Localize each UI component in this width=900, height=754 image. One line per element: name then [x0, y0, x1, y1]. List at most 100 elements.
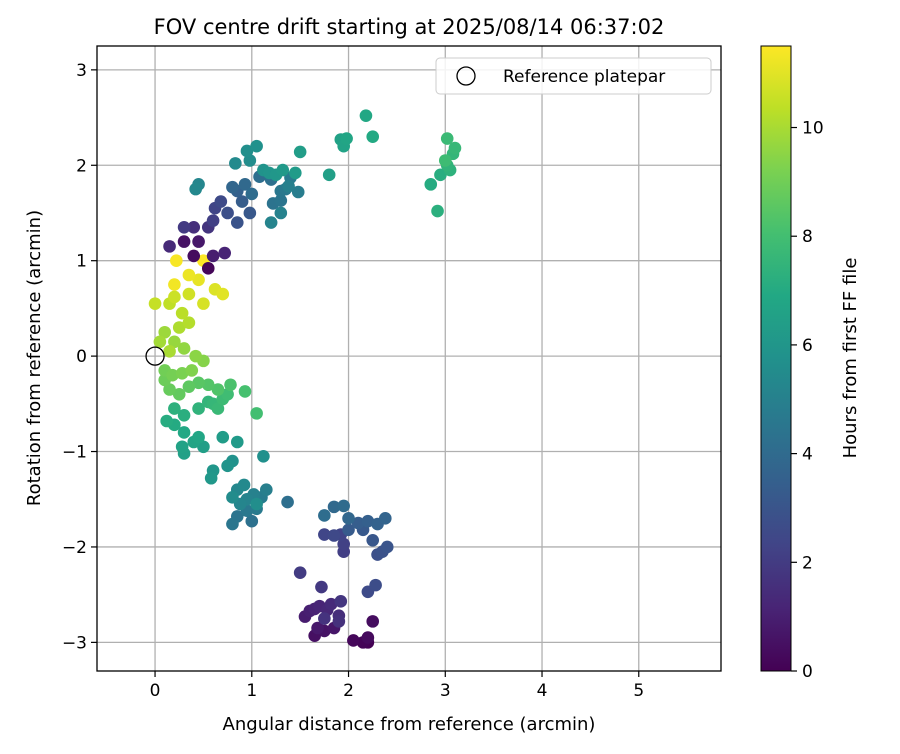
- scatter-point: [182, 268, 196, 282]
- scatter-point: [175, 366, 189, 380]
- scatter-point: [182, 380, 196, 393]
- scatter-point: [230, 435, 244, 449]
- y-tick-label: 2: [76, 156, 87, 176]
- scatter-point: [175, 306, 189, 320]
- scatter-point: [163, 383, 176, 396]
- y-tick-label: 1: [76, 252, 87, 272]
- colorbar-ticks: 0 2 4 6 8 10: [791, 119, 824, 682]
- y-tick-label: 3: [76, 61, 87, 81]
- x-tick-label: 0: [150, 681, 161, 701]
- scatter-point: [216, 430, 230, 444]
- scatter-point: [221, 387, 234, 401]
- scatter-point: [250, 497, 263, 511]
- colorbar-tick-label: 6: [802, 336, 813, 356]
- scatter-point: [366, 130, 380, 143]
- scatter-point: [342, 523, 355, 537]
- scatter-point: [366, 615, 380, 628]
- scatter-point: [230, 216, 244, 229]
- scatter-point: [192, 273, 205, 287]
- scatter-point: [281, 495, 294, 509]
- scatter-point: [177, 408, 191, 422]
- scatter-point: [245, 187, 259, 201]
- scatter-point: [197, 440, 210, 454]
- scatter-point: [187, 220, 201, 234]
- scatter-point: [250, 407, 263, 420]
- scatter-point: [424, 178, 438, 191]
- scatter-point: [332, 615, 346, 628]
- y-axis-label: Rotation from reference (arcmin): [24, 210, 45, 506]
- scatter-point: [168, 290, 181, 304]
- scatter-point: [177, 426, 191, 439]
- scatter-point: [170, 254, 183, 267]
- scatter-point: [160, 414, 173, 428]
- scatter-point: [311, 621, 324, 635]
- scatter-point: [163, 240, 176, 253]
- scatter-point: [257, 450, 270, 463]
- scatter-point: [158, 325, 172, 339]
- scatter-point: [359, 109, 373, 122]
- scatter-point: [315, 580, 328, 594]
- scatter-point: [221, 206, 234, 220]
- scatter-point: [153, 335, 167, 349]
- legend-marker-circle: [456, 66, 476, 86]
- scatter-point: [168, 402, 181, 415]
- scatter-point: [168, 278, 181, 291]
- scatter-point: [291, 185, 305, 199]
- scatter-point: [361, 631, 375, 644]
- chart-title: FOV centre drift starting at 2025/08/14 …: [154, 15, 665, 39]
- scatter-point: [448, 141, 462, 155]
- scatter-point: [337, 499, 350, 513]
- scatter-point: [204, 471, 218, 485]
- scatter-point: [182, 316, 196, 330]
- scatter-point: [189, 349, 202, 363]
- scatter-point: [342, 512, 355, 525]
- scatter-point: [206, 214, 220, 227]
- colorbar-tick-label: 4: [802, 445, 813, 465]
- y-tick-label: −3: [62, 633, 87, 653]
- scatter-point: [187, 249, 201, 263]
- scatter-point: [206, 249, 220, 263]
- scatter-point: [274, 206, 288, 220]
- x-axis-label: Angular distance from reference (arcmin): [223, 714, 596, 735]
- colorbar-gradient: [760, 45, 792, 672]
- scatter-point: [324, 597, 338, 611]
- scatter-point: [226, 517, 239, 531]
- scatter-point: [168, 335, 181, 349]
- scatter-point: [380, 540, 394, 554]
- legend: Reference platepar: [435, 57, 712, 95]
- x-tick-label: 5: [633, 681, 644, 701]
- scatter-point: [240, 144, 254, 158]
- plot-frame: [96, 45, 722, 672]
- y-tick-label: −2: [62, 538, 87, 558]
- scatter-point: [340, 132, 353, 145]
- scatter-point: [347, 634, 360, 647]
- scatter-point: [243, 206, 257, 220]
- scatter-point: [185, 364, 199, 377]
- scatter-point: [238, 178, 252, 191]
- scatter-point: [221, 459, 234, 473]
- scatter-point: [172, 387, 186, 401]
- scatter-point: [148, 297, 162, 310]
- scatter-point: [177, 220, 191, 234]
- scatter-point: [224, 378, 237, 392]
- scatter-point: [318, 509, 331, 522]
- scatter-point: [218, 246, 232, 260]
- scatter-point: [182, 287, 196, 301]
- scatter-point: [361, 514, 375, 528]
- scatter-point: [211, 383, 225, 396]
- scatter-point: [226, 491, 239, 504]
- scatter-point: [327, 529, 341, 542]
- scatter-point: [201, 262, 215, 275]
- scatter-point: [243, 154, 257, 167]
- scatter-point: [192, 376, 205, 390]
- x-tick-label: 2: [343, 681, 354, 701]
- colorbar-tick-label: 8: [802, 227, 813, 247]
- y-axis-ticks: −3 −2 −1 0 1 2 3: [62, 61, 97, 653]
- scatter-point: [226, 180, 239, 194]
- scatter-point: [274, 194, 288, 207]
- colorbar-tick-label: 10: [802, 119, 824, 139]
- scatter-point: [334, 595, 348, 608]
- scatter-point: [211, 402, 225, 415]
- scatter-point: [431, 204, 444, 218]
